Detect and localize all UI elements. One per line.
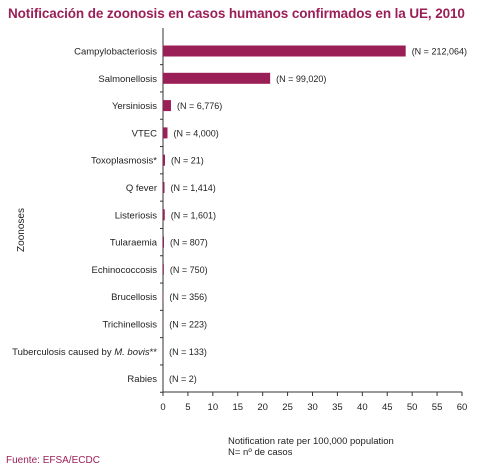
x-axis-note: N= nº de casos [228, 447, 293, 458]
n-label: (N = 4,000) [173, 128, 218, 138]
n-label: (N = 223) [169, 320, 207, 330]
bar [163, 209, 165, 221]
bar [163, 127, 168, 139]
x-tick-label: 55 [432, 402, 443, 413]
x-tick-label: 45 [382, 402, 393, 413]
y-axis-label: Zoonoses [16, 208, 27, 252]
x-tick-label: 10 [208, 402, 219, 413]
x-tick-label: 40 [357, 402, 368, 413]
n-label: (N = 807) [170, 238, 208, 248]
x-tick-label: 30 [307, 402, 318, 413]
n-label: (N = 356) [169, 292, 207, 302]
n-label: (N = 1,601) [171, 210, 216, 220]
category-label: Rabies [127, 374, 157, 385]
bar [163, 263, 164, 275]
category-label: Echinococcosis [92, 265, 158, 276]
category-label: Trichinellosis [102, 320, 157, 331]
x-tick-label: 25 [282, 402, 293, 413]
x-tick-label: 0 [160, 402, 165, 413]
x-axis-label-block: Notification rate per 100,000 population… [228, 436, 394, 458]
x-tick-label: 5 [185, 402, 190, 413]
source-note: Fuente: EFSA/ECDC [6, 455, 100, 466]
chart-title: Notificación de zoonosis en casos humano… [8, 6, 465, 21]
x-axis-label: Notification rate per 100,000 population [228, 436, 394, 447]
category-label: Yersiniosis [112, 101, 157, 112]
x-tick-label: 35 [332, 402, 343, 413]
category-label: Q fever [126, 183, 157, 194]
x-tick-label: 60 [457, 402, 468, 413]
category-label: Salmonellosis [98, 74, 157, 85]
n-label: (N = 750) [170, 265, 208, 275]
bar [163, 100, 171, 112]
x-tick-label: 50 [407, 402, 418, 413]
category-label: Campylobacteriosis [74, 47, 157, 58]
category-label: Listeriosis [115, 210, 157, 221]
n-label: (N = 2) [169, 374, 197, 384]
category-label: Toxoplasmosis* [91, 156, 157, 167]
bar [163, 72, 271, 84]
category-label: Brucellosis [111, 292, 157, 303]
bar [163, 45, 406, 57]
n-label: (N = 99,020) [276, 74, 326, 84]
category-label: Tuberculosis caused by M. bovis** [12, 347, 157, 358]
bar [163, 154, 165, 166]
n-label: (N = 212,064) [412, 47, 467, 57]
bar [163, 182, 165, 193]
n-label: (N = 1,414) [170, 183, 215, 193]
bar [163, 236, 164, 248]
x-tick-label: 20 [257, 402, 268, 413]
category-label: VTEC [132, 128, 157, 139]
category-label: Tularaemia [110, 238, 158, 249]
n-label: (N = 133) [169, 347, 207, 357]
n-label: (N = 6,776) [177, 101, 222, 111]
x-tick-label: 15 [232, 402, 243, 413]
n-label: (N = 21) [171, 156, 204, 166]
